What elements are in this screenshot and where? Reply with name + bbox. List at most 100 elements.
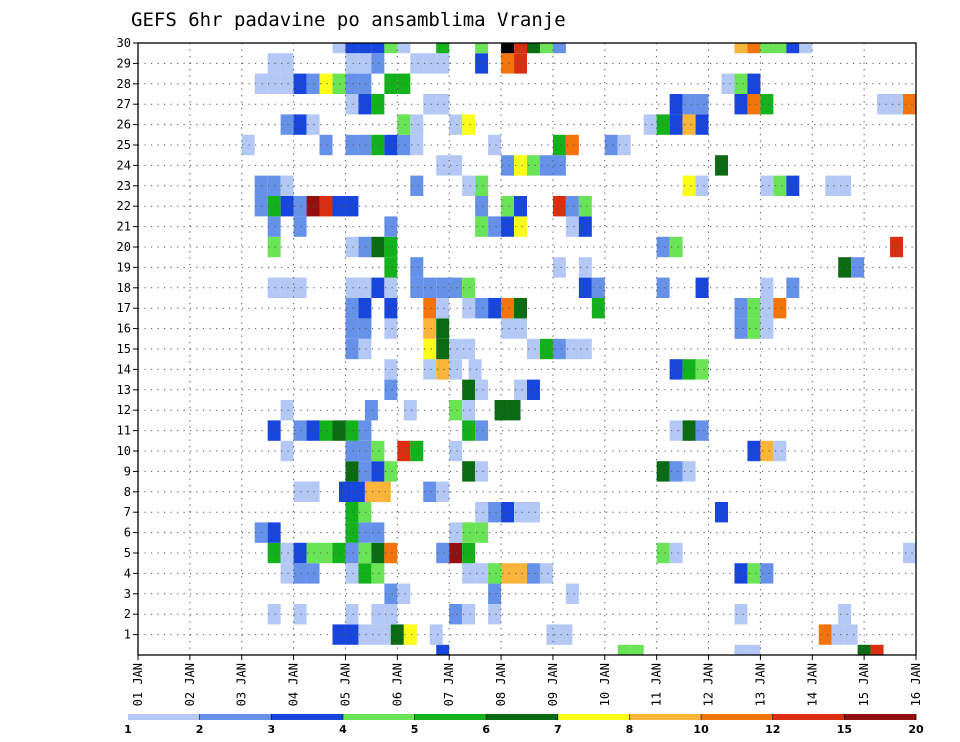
heatmap-cell bbox=[371, 94, 385, 115]
heatmap-cell bbox=[293, 604, 307, 625]
heatmap-cell bbox=[280, 175, 294, 196]
heatmap-cell bbox=[565, 196, 579, 217]
colorbar-label: 6 bbox=[482, 723, 490, 736]
heatmap-cell bbox=[695, 175, 709, 196]
heatmap-cell bbox=[501, 502, 515, 523]
heatmap-cell bbox=[747, 440, 761, 462]
heatmap-cell bbox=[345, 461, 359, 482]
colorbar-label: 2 bbox=[196, 723, 204, 736]
heatmap-cell bbox=[760, 43, 774, 54]
colorbar-label: 4 bbox=[339, 723, 347, 736]
heatmap-cell bbox=[669, 114, 683, 135]
heatmap-cell bbox=[462, 542, 476, 564]
heatmap-cell bbox=[403, 624, 417, 645]
heatmap-cell bbox=[501, 318, 515, 339]
x-tick-label: 13 JAN bbox=[753, 663, 767, 706]
heatmap-cell bbox=[488, 563, 502, 584]
heatmap-cell bbox=[436, 94, 450, 115]
heatmap-cell bbox=[501, 43, 515, 54]
x-tick-label: 06 JAN bbox=[390, 663, 404, 706]
heatmap-cell bbox=[319, 73, 333, 94]
heatmap-cell bbox=[527, 155, 540, 176]
heatmap-cell bbox=[384, 359, 398, 380]
heatmap-cell bbox=[734, 604, 748, 625]
heatmap-cell bbox=[410, 53, 424, 74]
heatmap-cell bbox=[682, 94, 696, 115]
heatmap-cell bbox=[345, 236, 359, 258]
y-tick-label: 11 bbox=[117, 424, 131, 438]
heatmap-cell bbox=[643, 114, 657, 135]
heatmap-cell bbox=[501, 216, 515, 237]
y-tick-label: 5 bbox=[124, 546, 131, 560]
heatmap-cell bbox=[280, 73, 294, 94]
heatmap-cell bbox=[747, 43, 761, 54]
heatmap-cell bbox=[734, 94, 748, 115]
heatmap-cell bbox=[514, 196, 527, 217]
heatmap-cell bbox=[501, 155, 515, 176]
heatmap-cell bbox=[715, 502, 728, 523]
heatmap-cell bbox=[345, 43, 359, 54]
heatmap-cell bbox=[734, 563, 748, 584]
heatmap-cell bbox=[293, 420, 307, 441]
heatmap-cell bbox=[371, 522, 385, 543]
colorbar-label: 7 bbox=[554, 723, 562, 736]
heatmap-cell bbox=[358, 134, 372, 156]
heatmap-cell bbox=[397, 114, 411, 135]
heatmap-cell bbox=[254, 175, 268, 196]
colorbar-swatch bbox=[271, 714, 344, 720]
heatmap-cell bbox=[436, 277, 450, 298]
heatmap-cell bbox=[364, 481, 378, 502]
heatmap-cell bbox=[358, 461, 372, 482]
heatmap-cell bbox=[345, 94, 359, 115]
heatmap-cell bbox=[397, 440, 411, 462]
heatmap-cell bbox=[760, 440, 774, 462]
heatmap-cell bbox=[384, 134, 398, 156]
heatmap-cell bbox=[760, 318, 774, 339]
heatmap-cell bbox=[358, 298, 372, 319]
y-tick-label: 7 bbox=[124, 505, 131, 519]
heatmap-cell bbox=[565, 134, 579, 156]
y-tick-label: 21 bbox=[117, 220, 131, 234]
heatmap-cell bbox=[747, 298, 761, 319]
heatmap-cell bbox=[410, 175, 424, 196]
heatmap-cell bbox=[345, 522, 359, 543]
heatmap-cell bbox=[371, 440, 385, 462]
heatmap-cell bbox=[844, 624, 858, 645]
heatmap-cell bbox=[280, 53, 294, 74]
heatmap-cell bbox=[423, 298, 437, 319]
heatmap-cell bbox=[449, 277, 463, 298]
heatmap-cell bbox=[695, 420, 709, 441]
heatmap-cell bbox=[514, 379, 527, 400]
heatmap-cell bbox=[695, 277, 709, 298]
colorbar-label: 3 bbox=[267, 723, 275, 736]
heatmap-cell bbox=[358, 318, 372, 339]
heatmap-cell bbox=[332, 43, 346, 54]
colorbar-label: 8 bbox=[626, 723, 634, 736]
heatmap-cell bbox=[514, 318, 527, 339]
heatmap-cell bbox=[903, 94, 916, 115]
colorbar-label: 15 bbox=[837, 723, 852, 736]
heatmap-cell bbox=[267, 420, 281, 441]
heatmap-cell bbox=[410, 277, 424, 298]
heatmap-cell bbox=[332, 420, 346, 441]
x-tick-label: 08 JAN bbox=[494, 663, 508, 706]
heatmap-cell bbox=[241, 134, 255, 156]
heatmap-cell bbox=[462, 379, 476, 400]
heatmap-cell bbox=[358, 94, 372, 115]
heatmap-cell bbox=[818, 624, 832, 645]
heatmap-cell bbox=[306, 73, 320, 94]
heatmap-cell bbox=[488, 604, 502, 625]
heatmap-cell bbox=[429, 624, 443, 645]
heatmap-cell bbox=[449, 542, 463, 564]
heatmap-cell bbox=[293, 73, 307, 94]
heatmap-cell bbox=[436, 481, 450, 502]
heatmap-cell bbox=[423, 481, 437, 502]
heatmap-cell bbox=[293, 196, 307, 217]
heatmap-cell bbox=[734, 298, 748, 319]
y-tick-label: 2 bbox=[124, 607, 131, 621]
data-cells bbox=[241, 43, 916, 655]
heatmap-cell bbox=[423, 94, 437, 115]
heatmap-cell bbox=[527, 502, 540, 523]
heatmap-cell bbox=[306, 114, 320, 135]
x-tick-label: 16 JAN bbox=[909, 663, 923, 706]
